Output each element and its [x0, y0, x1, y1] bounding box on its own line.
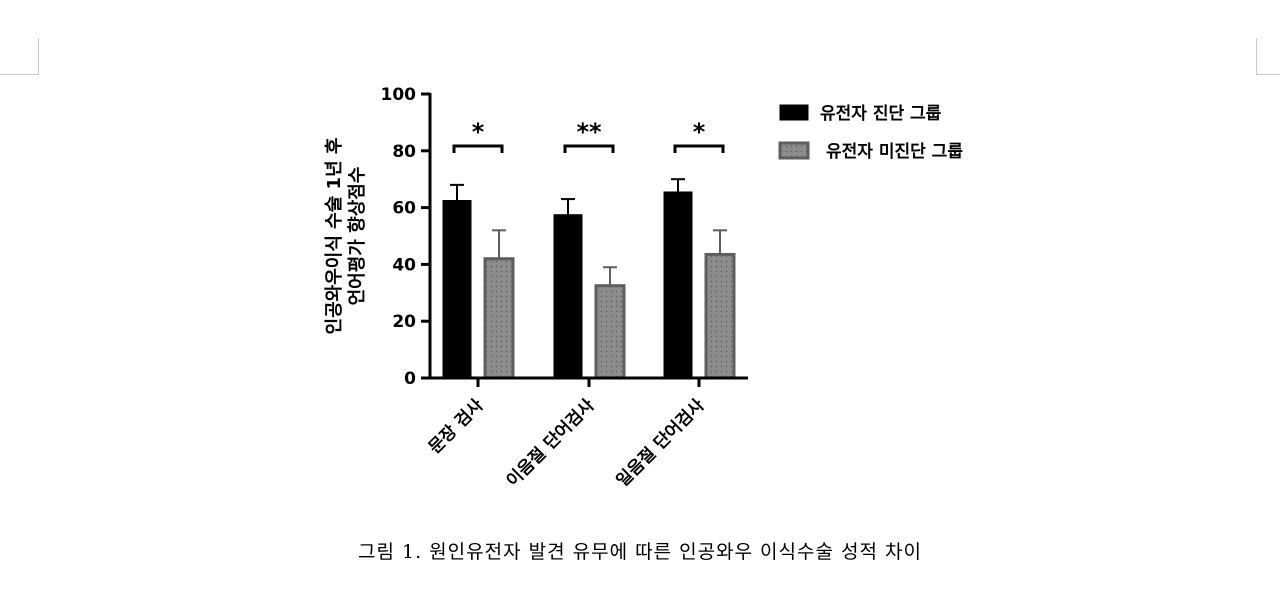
bar: [483, 257, 515, 380]
significance-label: *: [693, 118, 706, 146]
bar: [594, 284, 626, 380]
x-tick-label: 이음절 단어검사: [502, 394, 599, 491]
bar: [663, 191, 693, 379]
y-axis-label: 인공와우이식 수술 1년 후 언어평가 향상점수: [324, 138, 368, 335]
page-corner-mark-left: [0, 38, 39, 75]
significance-bracket: [673, 144, 725, 153]
x-tick-label: 문장 검사: [425, 395, 488, 458]
bar: [553, 214, 583, 379]
significance-label: *: [472, 118, 485, 146]
significance-bracket: [452, 144, 504, 153]
y-tick-label: 60: [392, 199, 416, 219]
y-tick-label: 20: [392, 312, 416, 332]
significance-label: **: [576, 118, 602, 146]
y-tick-label: 40: [392, 255, 416, 275]
x-tick-label: 일음절 단어검사: [612, 394, 709, 491]
page-corner-mark-right: [1256, 38, 1280, 75]
legend-swatch: [778, 141, 810, 160]
y-tick-label: 80: [392, 142, 416, 162]
y-axis-label-line: 인공와우이식 수술 1년 후: [324, 138, 345, 335]
legend-label: 유전자 미진단 그룹: [826, 142, 963, 162]
legend-label: 유전자 진단 그룹: [820, 104, 942, 124]
bar: [442, 200, 472, 379]
legend-swatch: [779, 104, 809, 121]
bar: [704, 252, 736, 380]
y-axis-label-line: 언어평가 향상점수: [347, 167, 368, 306]
figure-caption: 그림 1. 원인유전자 발견 유무에 따른 인공와우 이식수술 성적 차이: [358, 541, 922, 563]
significance-bracket: [563, 144, 615, 153]
y-tick-label: 100: [381, 85, 417, 105]
y-tick-label: 0: [404, 369, 416, 389]
